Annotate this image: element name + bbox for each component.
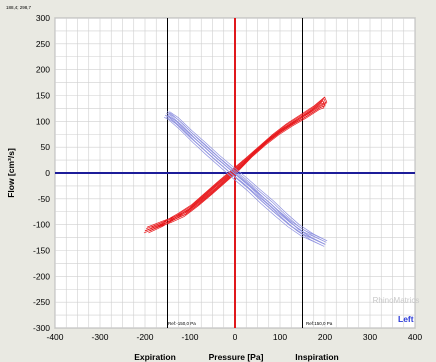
y-tick-label: -300 [33,323,50,333]
x-tick-label: -200 [136,332,153,342]
tick-labels: -400 -300 -200 -100 0 100 200 300 400-300-250-20… [33,13,422,342]
x-axis-label-pressure: Pressure [Pa] [209,352,264,362]
y-tick-label: -250 [33,297,50,307]
red-flow-curve [143,102,325,234]
y-tick-label: 250 [36,39,50,49]
red-flow-curve [146,96,328,228]
x-tick-label: 200 [318,332,332,342]
x-tick-label: 400 [408,332,422,342]
x-tick-label: -300 [91,332,108,342]
coordinate-readout: 188,4; 298,7 [6,5,32,10]
x-tick-label: -400 [46,332,63,342]
reference-label-left: Ref:-150,0 Pa [168,321,196,326]
y-tick-label: 300 [36,13,50,23]
x-tick-label: 300 [363,332,377,342]
blue-flow-curve [166,112,327,243]
side-label: Left [398,314,414,324]
y-tick-label: -200 [33,271,50,281]
y-tick-label: 150 [36,91,50,101]
x-tick-label: 100 [273,332,287,342]
x-tick-label: -100 [181,332,198,342]
y-tick-label: 50 [41,142,51,152]
curves [143,96,328,247]
x-axis-label-expiration: Expiration [134,352,176,362]
x-tick-label: 0 [233,332,238,342]
y-tick-label: -100 [33,220,50,230]
red-flow-curve [145,98,327,230]
reference-label-right: Ref:150,0 Pa [306,321,333,326]
y-tick-label: 100 [36,116,50,126]
y-axis-label: Flow [cm³/s] [6,148,16,198]
y-tick-label: -50 [38,194,51,204]
red-flow-curve [144,100,326,232]
blue-flow-curve [166,111,328,242]
blue-flow-curve [163,116,325,247]
watermark: RhinoMatrics [373,296,420,305]
x-axis-label-inspiration: Inspiration [295,352,338,362]
y-tick-label: 0 [45,168,50,178]
y-tick-label: 200 [36,65,50,75]
y-tick-label: -150 [33,246,50,256]
